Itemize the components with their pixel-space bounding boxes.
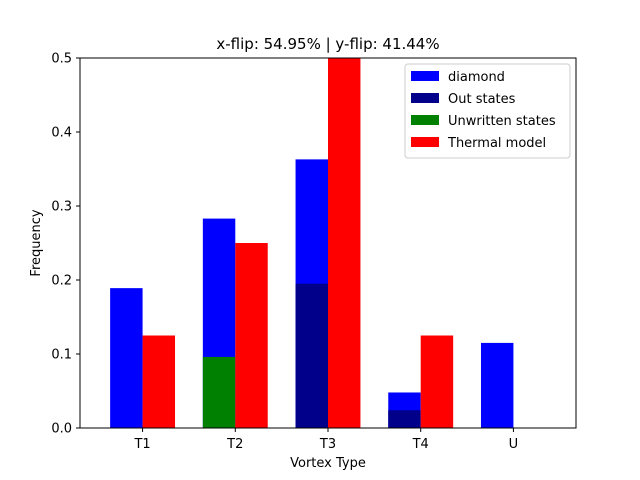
legend-swatch: [411, 71, 439, 81]
bar-diamond-u: [480, 342, 514, 428]
legend: diamond Out states Unwritten states Thermal…: [404, 63, 571, 159]
x-axis-label: Vortex Type: [290, 456, 366, 471]
bar-diamond-t1: [110, 288, 143, 428]
bar-thermal-model-t3: [328, 58, 361, 428]
bar-thermal-model-t4: [420, 335, 454, 428]
legend-label: Out states: [448, 92, 516, 107]
legend-swatch: [411, 115, 439, 125]
x-tick-label: T3: [319, 437, 336, 452]
chart-title: x-flip: 54.95% | y-flip: 41.44%: [216, 35, 439, 53]
x-tick-label: T2: [226, 437, 243, 452]
bar-out-states-t4: [388, 410, 421, 428]
legend-frame: [404, 63, 571, 159]
x-tick-label: T4: [412, 437, 429, 452]
legend-swatch: [411, 137, 439, 147]
y-tick-label: 0.3: [51, 200, 72, 215]
x-axis-ticks: T1 T2 T3 T4 U: [133, 428, 518, 452]
bar-out-states-t3: [295, 283, 328, 428]
y-tick-label: 0.4: [51, 126, 72, 141]
y-axis-ticks: 0.0 0.1 0.2 0.3 0.4 0.5: [51, 52, 80, 437]
bar-unwritten-states-t2: [202, 356, 236, 428]
y-axis-label: Frequency: [29, 209, 44, 276]
x-tick-label: U: [509, 437, 519, 452]
y-tick-label: 0.0: [51, 422, 72, 437]
bar-thermal-model-t1: [142, 335, 176, 428]
legend-label: Thermal model: [447, 136, 546, 151]
legend-label: diamond: [448, 70, 505, 85]
bar-thermal-model-t2: [235, 243, 268, 428]
y-tick-label: 0.2: [51, 274, 72, 289]
bars-layer: [110, 58, 514, 428]
x-tick-label: T1: [133, 437, 150, 452]
y-tick-label: 0.1: [51, 348, 72, 363]
legend-label: Unwritten states: [448, 114, 556, 129]
legend-swatch: [411, 93, 439, 103]
y-tick-label: 0.5: [51, 52, 72, 67]
